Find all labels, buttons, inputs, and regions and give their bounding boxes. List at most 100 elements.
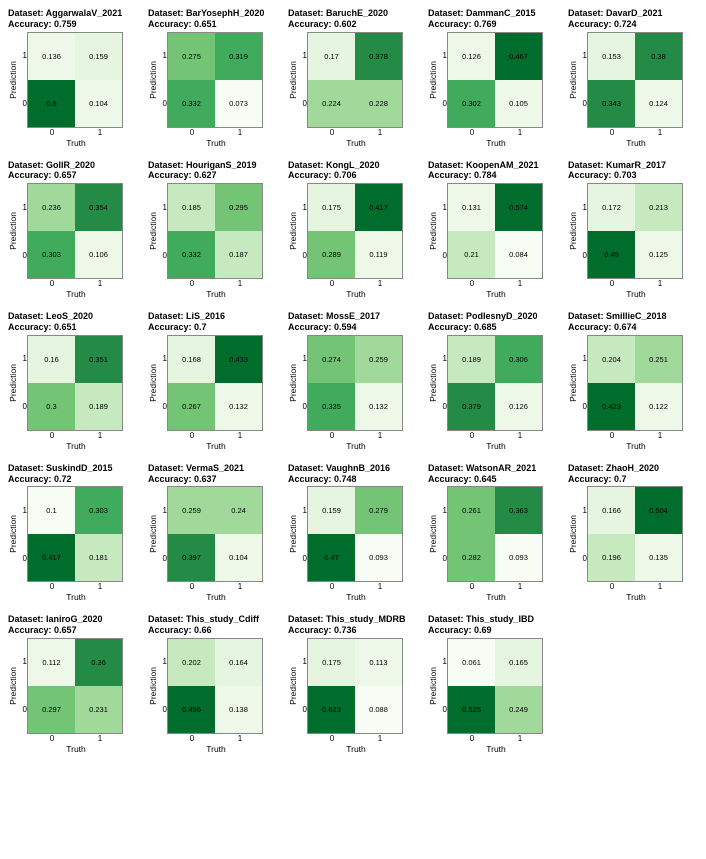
plot-area: Prediction100.2360.3540.3030.106 xyxy=(8,183,142,279)
matrix-cell: 0.417 xyxy=(355,184,402,231)
x-tick: 0 xyxy=(610,128,614,137)
y-tick: 0 xyxy=(299,402,307,411)
x-tick: 0 xyxy=(470,734,474,743)
y-axis-label: Prediction xyxy=(8,667,18,705)
panel-title: Dataset: DavarD_2021Accuracy: 0.724 xyxy=(568,8,702,30)
x-tick: 1 xyxy=(378,279,382,288)
panel-title: Dataset: AggarwalaV_2021Accuracy: 0.759 xyxy=(8,8,142,30)
x-tick: 1 xyxy=(238,279,242,288)
y-axis-label: Prediction xyxy=(428,364,438,402)
confusion-matrix: 0.1680.4330.2670.132 xyxy=(167,335,263,431)
matrix-cell: 0.49 xyxy=(588,231,635,278)
y-ticks: 10 xyxy=(439,32,447,128)
y-axis-label: Prediction xyxy=(8,364,18,402)
confusion-matrix: 0.1360.1590.60.104 xyxy=(27,32,123,128)
matrix-cell: 0.21 xyxy=(448,231,495,278)
y-tick: 1 xyxy=(299,657,307,666)
plot-area: Prediction100.2610.3630.2820.093 xyxy=(428,486,562,582)
matrix-cell: 0.249 xyxy=(495,686,542,733)
matrix-cell: 0.351 xyxy=(75,336,122,383)
dataset-label: Dataset: MossE_2017 xyxy=(288,311,422,322)
x-axis-label: Truth xyxy=(308,441,404,451)
matrix-cell: 0.36 xyxy=(75,639,122,686)
plot-area: Prediction100.1680.4330.2670.132 xyxy=(148,335,282,431)
matrix-cell: 0.231 xyxy=(75,686,122,733)
y-axis-label: Prediction xyxy=(428,515,438,553)
y-tick: 0 xyxy=(159,554,167,563)
panel-title: Dataset: LiS_2016Accuracy: 0.7 xyxy=(148,311,282,333)
matrix-cell: 0.3 xyxy=(28,383,75,430)
dataset-label: Dataset: KoopenAM_2021 xyxy=(428,160,562,171)
x-tick: 1 xyxy=(518,279,522,288)
matrix-cell: 0.126 xyxy=(495,383,542,430)
matrix-cell: 0.088 xyxy=(355,686,402,733)
plot-area: Prediction100.10.3030.4170.181 xyxy=(8,486,142,582)
y-tick: 0 xyxy=(19,99,27,108)
plot-area: Prediction100.1720.2130.490.125 xyxy=(568,183,702,279)
y-ticks: 10 xyxy=(159,183,167,279)
y-ticks: 10 xyxy=(159,486,167,582)
confusion-panel: Dataset: LiS_2016Accuracy: 0.7Prediction… xyxy=(148,311,282,457)
x-ticks: 01 xyxy=(588,279,684,288)
y-tick: 1 xyxy=(159,354,167,363)
panel-title: Dataset: This_study_IBDAccuracy: 0.69 xyxy=(428,614,562,636)
y-tick: 1 xyxy=(159,203,167,212)
y-ticks: 10 xyxy=(439,638,447,734)
y-ticks: 10 xyxy=(439,183,447,279)
matrix-cell: 0.261 xyxy=(448,487,495,534)
x-tick: 1 xyxy=(98,279,102,288)
y-tick: 1 xyxy=(19,506,27,515)
panel-title: Dataset: VermaS_2021Accuracy: 0.637 xyxy=(148,463,282,485)
y-tick: 0 xyxy=(299,251,307,260)
accuracy-label: Accuracy: 0.627 xyxy=(148,170,282,181)
x-ticks: 01 xyxy=(448,582,544,591)
y-tick: 0 xyxy=(579,554,587,563)
matrix-cell: 0.6 xyxy=(28,80,75,127)
accuracy-label: Accuracy: 0.736 xyxy=(288,625,422,636)
panel-title: Dataset: DammanC_2015Accuracy: 0.769 xyxy=(428,8,562,30)
y-ticks: 10 xyxy=(439,486,447,582)
matrix-cell: 0.275 xyxy=(168,33,215,80)
confusion-matrix: 0.2740.2590.3350.132 xyxy=(307,335,403,431)
matrix-cell: 0.136 xyxy=(28,33,75,80)
matrix-cell: 0.122 xyxy=(635,383,682,430)
panel-title: Dataset: HouriganS_2019Accuracy: 0.627 xyxy=(148,160,282,182)
panel-title: Dataset: KongL_2020Accuracy: 0.706 xyxy=(288,160,422,182)
dataset-label: Dataset: BarYosephH_2020 xyxy=(148,8,282,19)
matrix-cell: 0.166 xyxy=(588,487,635,534)
accuracy-label: Accuracy: 0.657 xyxy=(8,625,142,636)
plot-area: Prediction100.1590.2790.470.093 xyxy=(288,486,422,582)
x-ticks: 01 xyxy=(588,128,684,137)
y-ticks: 10 xyxy=(159,335,167,431)
matrix-cell: 0.132 xyxy=(215,383,262,430)
x-axis-label: Truth xyxy=(168,744,264,754)
x-axis-label: Truth xyxy=(28,441,124,451)
matrix-cell: 0.378 xyxy=(355,33,402,80)
y-ticks: 10 xyxy=(299,183,307,279)
dataset-label: Dataset: ZhaoH_2020 xyxy=(568,463,702,474)
x-axis-label: Truth xyxy=(448,744,544,754)
plot-area: Prediction100.2020.1640.4960.138 xyxy=(148,638,282,734)
y-axis-label: Prediction xyxy=(8,515,18,553)
matrix-cell: 0.213 xyxy=(635,184,682,231)
x-tick: 1 xyxy=(378,734,382,743)
y-axis-label: Prediction xyxy=(148,515,158,553)
confusion-panel: Dataset: IaniroG_2020Accuracy: 0.657Pred… xyxy=(8,614,142,760)
x-ticks: 01 xyxy=(448,128,544,137)
plot-area: Prediction100.2040.2510.4230.122 xyxy=(568,335,702,431)
y-tick: 1 xyxy=(439,51,447,60)
confusion-panel: Dataset: BarYosephH_2020Accuracy: 0.651P… xyxy=(148,8,282,154)
plot-area: Prediction100.1360.1590.60.104 xyxy=(8,32,142,128)
matrix-cell: 0.196 xyxy=(588,534,635,581)
x-ticks: 01 xyxy=(448,431,544,440)
dataset-label: Dataset: LiS_2016 xyxy=(148,311,282,322)
confusion-matrix: 0.2020.1640.4960.138 xyxy=(167,638,263,734)
x-ticks: 01 xyxy=(308,734,404,743)
dataset-label: Dataset: KongL_2020 xyxy=(288,160,422,171)
matrix-cell: 0.202 xyxy=(168,639,215,686)
matrix-cell: 0.623 xyxy=(308,686,355,733)
confusion-panel: Dataset: VermaS_2021Accuracy: 0.637 Predi… xyxy=(148,463,282,609)
matrix-cell: 0.189 xyxy=(448,336,495,383)
y-tick: 0 xyxy=(579,99,587,108)
y-tick: 1 xyxy=(299,203,307,212)
